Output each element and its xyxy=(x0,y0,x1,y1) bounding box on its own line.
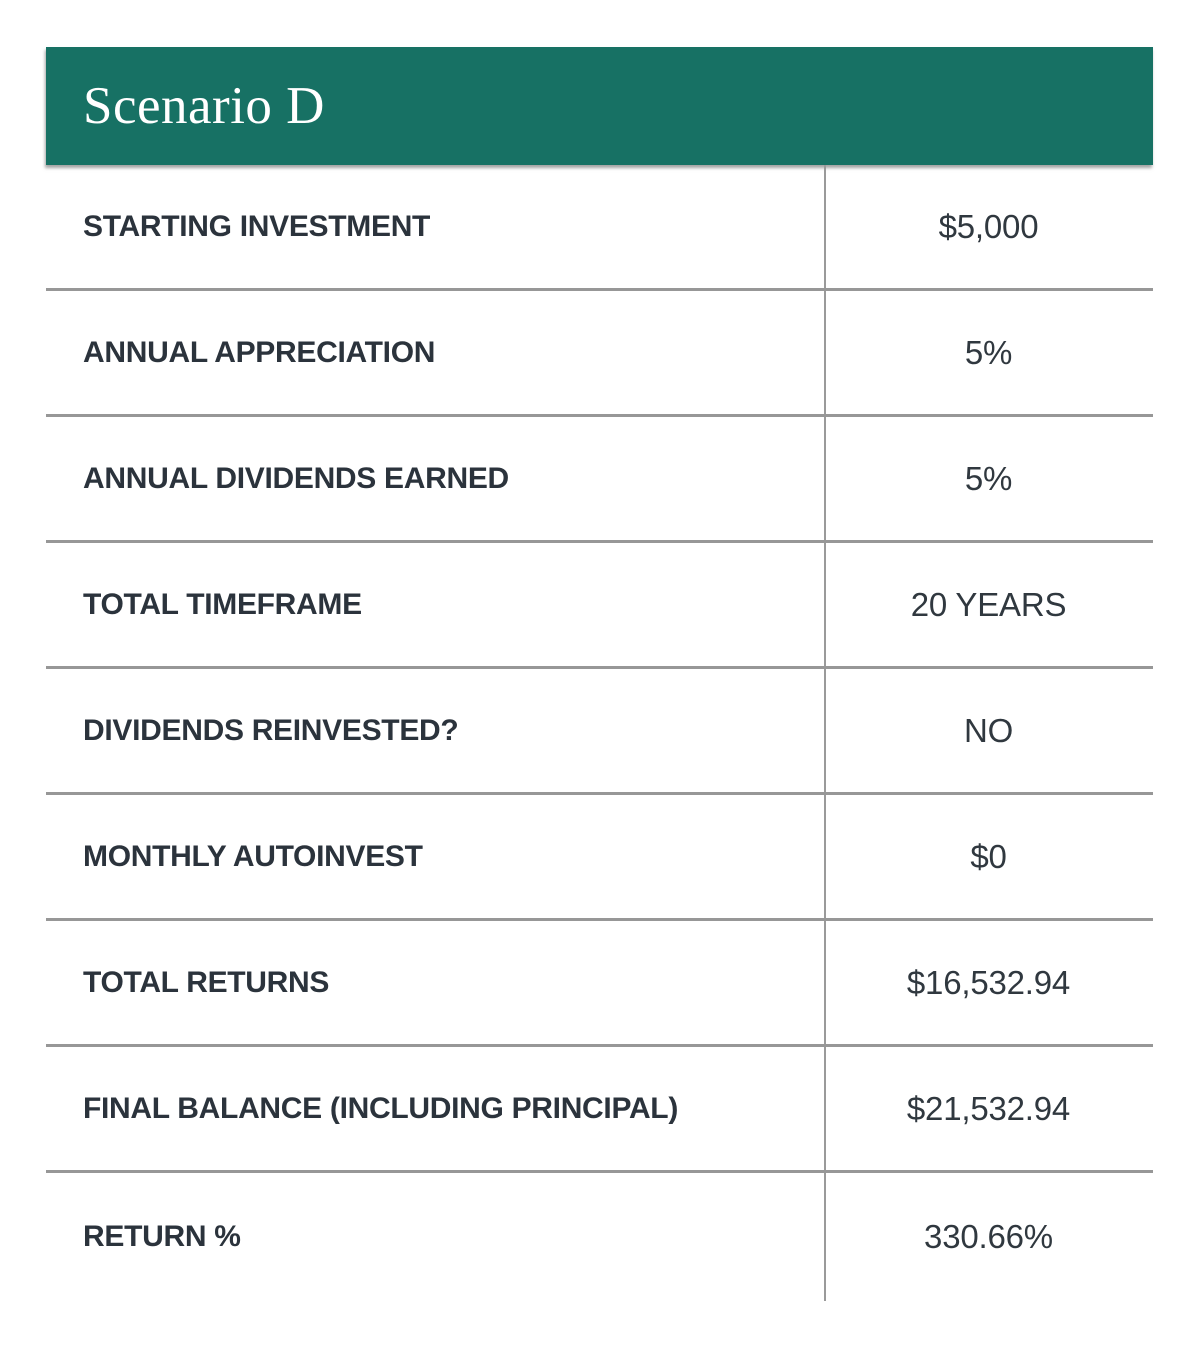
table-row: ANNUAL DIVIDENDS EARNED 5% xyxy=(46,417,1153,543)
row-value: $0 xyxy=(970,837,1007,875)
table-row: MONTHLY AUTOINVEST $0 xyxy=(46,795,1153,921)
row-label: STARTING INVESTMENT xyxy=(46,165,826,288)
table-row: TOTAL RETURNS $16,532.94 xyxy=(46,921,1153,1047)
row-value: 330.66% xyxy=(924,1218,1053,1255)
row-value: $16,532.94 xyxy=(906,963,1071,1001)
card-title: Scenario D xyxy=(83,76,325,135)
row-value: $21,532.94 xyxy=(906,1089,1071,1127)
row-label: ANNUAL APPRECIATION xyxy=(46,291,826,414)
row-label: DIVIDENDS REINVESTED? xyxy=(46,669,826,792)
table-row: DIVIDENDS REINVESTED? NO xyxy=(46,669,1153,795)
row-value: 5% xyxy=(964,459,1013,497)
row-label: RETURN % xyxy=(46,1173,826,1301)
row-value: 20 YEARS xyxy=(910,585,1067,623)
table-row: ANNUAL APPRECIATION 5% xyxy=(46,291,1153,417)
scenario-card: Scenario D STARTING INVESTMENT $5,000 AN… xyxy=(46,47,1153,1301)
row-value: NO xyxy=(963,711,1014,749)
table-row: TOTAL TIMEFRAME 20 YEARS xyxy=(46,543,1153,669)
table-row: RETURN % 330.66% xyxy=(46,1173,1153,1301)
card-header: Scenario D xyxy=(46,47,1153,165)
row-value: $5,000 xyxy=(938,207,1039,245)
row-label: FINAL BALANCE (INCLUDING PRINCIPAL) xyxy=(46,1047,826,1170)
row-label: MONTHLY AUTOINVEST xyxy=(46,795,826,918)
row-label: TOTAL RETURNS xyxy=(46,921,826,1044)
row-label: TOTAL TIMEFRAME xyxy=(46,543,826,666)
row-value: 5% xyxy=(964,333,1013,371)
table-row: STARTING INVESTMENT $5,000 xyxy=(46,165,1153,291)
table-row: FINAL BALANCE (INCLUDING PRINCIPAL) $21,… xyxy=(46,1047,1153,1173)
scenario-table: STARTING INVESTMENT $5,000 ANNUAL APPREC… xyxy=(46,165,1153,1301)
row-label: ANNUAL DIVIDENDS EARNED xyxy=(46,417,826,540)
